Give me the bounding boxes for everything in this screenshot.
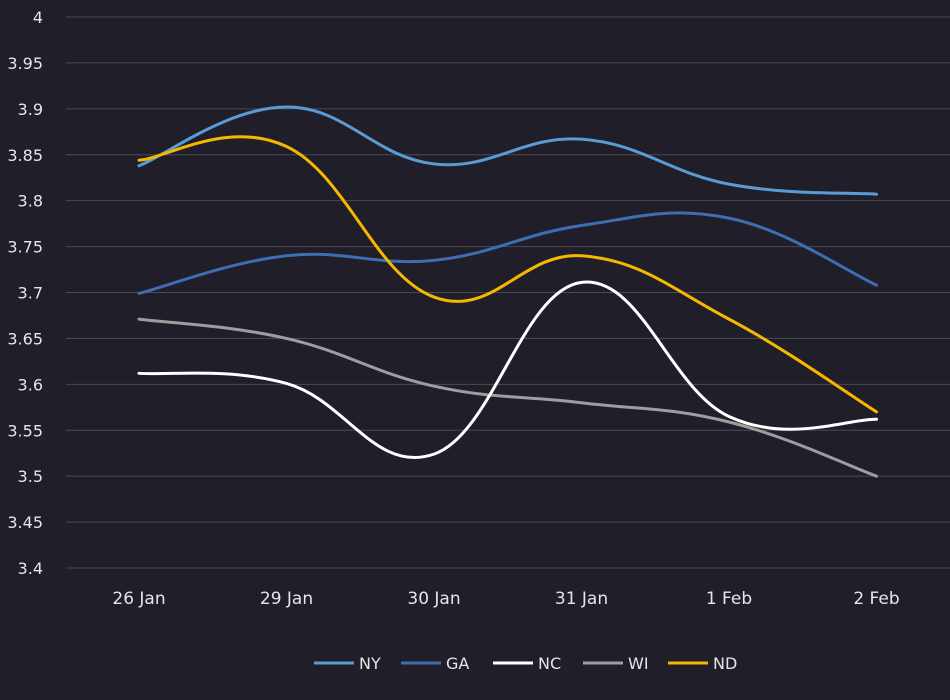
grid-layer bbox=[66, 16, 950, 569]
y-tick-label: 3.85 bbox=[7, 146, 43, 165]
x-axis-tick-labels: 26 Jan 29 Jan 30 Jan 31 Jan 1 Feb 2 Feb bbox=[112, 589, 899, 609]
legend: NY GA NC WI ND bbox=[314, 654, 737, 673]
series-line-wi bbox=[137, 317, 878, 478]
y-tick-label: 3.75 bbox=[7, 238, 43, 257]
x-tick-label: 1 Feb bbox=[706, 589, 752, 609]
y-tick-label: 3.8 bbox=[18, 192, 43, 211]
y-tick-label: 3.4 bbox=[18, 559, 43, 578]
x-tick-label: 26 Jan bbox=[112, 589, 165, 609]
y-axis-tick-labels: 3.4 3.45 3.5 3.55 3.6 3.65 3.7 3.75 3.8 3.85 3.9 3.… bbox=[7, 8, 43, 578]
y-tick-label: 3.55 bbox=[7, 421, 43, 440]
x-tick-label: 30 Jan bbox=[407, 589, 460, 609]
x-tick-label: 29 Jan bbox=[260, 589, 313, 609]
legend-label-ny: NY bbox=[359, 654, 381, 673]
y-tick-label: 3.9 bbox=[18, 100, 43, 119]
legend-label-nd: ND bbox=[713, 654, 737, 673]
y-tick-label: 3.6 bbox=[18, 375, 43, 394]
series-line-ga bbox=[137, 211, 878, 295]
y-tick-label: 3.5 bbox=[18, 467, 43, 486]
x-tick-label: 2 Feb bbox=[853, 589, 899, 609]
series-line-nd bbox=[137, 135, 878, 414]
y-tick-label: 3.45 bbox=[7, 513, 43, 532]
series-line-ny bbox=[137, 105, 878, 196]
y-tick-label: 3.7 bbox=[18, 284, 43, 303]
legend-label-nc: NC bbox=[538, 654, 561, 673]
y-tick-label: 3.95 bbox=[7, 54, 43, 73]
legend-label-ga: GA bbox=[446, 654, 469, 673]
y-tick-label: 3.65 bbox=[7, 329, 43, 348]
legend-label-wi: WI bbox=[628, 654, 649, 673]
series-line-nc bbox=[137, 280, 878, 460]
y-tick-label: 4 bbox=[33, 8, 43, 27]
series-lines bbox=[137, 105, 878, 478]
x-tick-label: 31 Jan bbox=[555, 589, 608, 609]
